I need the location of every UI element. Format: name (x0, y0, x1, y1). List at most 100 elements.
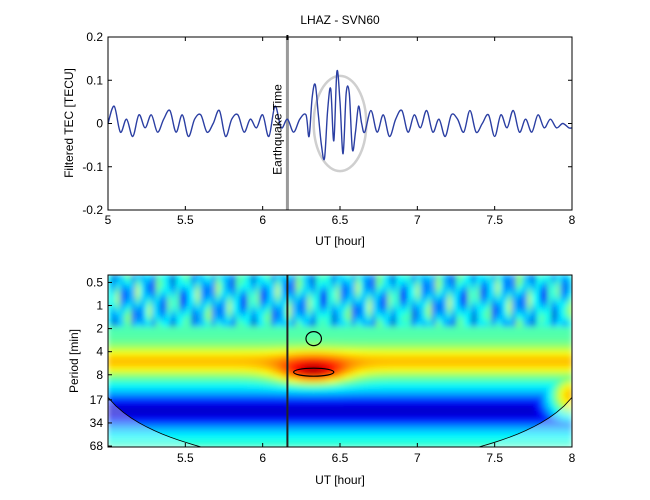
wavelet-cell (487, 358, 493, 364)
wavelet-cell (219, 418, 225, 424)
wavelet-cell (535, 306, 541, 312)
wavelet-cell (111, 350, 117, 356)
wavelet-cell (271, 430, 277, 436)
wavelet-cell (363, 434, 369, 440)
wavelet-cell (555, 366, 561, 372)
wavelet-cell (543, 338, 549, 344)
wavelet-cell (515, 374, 521, 380)
wavelet-cell (267, 342, 273, 348)
wavelet-cell (543, 398, 549, 404)
wavelet-cell (323, 410, 329, 416)
wavelet-cell (227, 426, 233, 432)
wavelet-cell (183, 354, 189, 360)
wavelet-cell (531, 398, 537, 404)
wavelet-cell (467, 314, 473, 320)
wavelet-cell (551, 322, 557, 328)
wavelet-cell (275, 370, 281, 376)
wavelet-cell (239, 326, 245, 332)
wavelet-cell (115, 278, 121, 284)
wavelet-cell (415, 298, 421, 304)
wavelet-cell (195, 430, 201, 436)
wavelet-cell (183, 275, 189, 280)
wavelet-cell (427, 282, 433, 288)
wavelet-cell (127, 410, 133, 416)
wavelet-cell (315, 386, 321, 392)
wavelet-cell (527, 402, 533, 408)
wavelet-cell (163, 294, 169, 300)
wavelet-cell (163, 306, 169, 312)
wavelet-cell (451, 306, 457, 312)
wavelet-cell (183, 334, 189, 340)
wavelet-cell (303, 278, 309, 284)
wavelet-cell (271, 318, 277, 324)
wavelet-cell (287, 310, 293, 316)
wavelet-cell (319, 402, 325, 408)
wavelet-cell (567, 426, 572, 432)
wavelet-cell (123, 402, 129, 408)
wavelet-cell (135, 334, 141, 340)
wavelet-cell (355, 378, 361, 384)
wavelet-cell (283, 366, 289, 372)
wavelet-cell (483, 346, 489, 352)
wavelet-cell (363, 410, 369, 416)
wavelet-cell (431, 294, 437, 300)
wavelet-cell (379, 390, 385, 396)
wavelet-cell (479, 430, 485, 436)
wavelet-cell (331, 275, 337, 280)
wavelet-cell (475, 322, 481, 328)
wavelet-cell (519, 354, 525, 360)
wavelet-cell (155, 390, 161, 396)
wavelet-cell (323, 358, 329, 364)
wavelet-cell (119, 298, 125, 304)
wavelet-cell (479, 346, 485, 352)
wavelet-cell (567, 318, 572, 324)
wavelet-cell (287, 282, 293, 288)
wavelet-cell (335, 382, 341, 388)
wavelet-cell (535, 438, 541, 444)
wavelet-cell (443, 434, 449, 440)
wavelet-cell (551, 390, 557, 396)
wavelet-cell (487, 350, 493, 356)
wavelet-cell (123, 314, 129, 320)
wavelet-cell (455, 290, 461, 296)
wavelet-cell (387, 282, 393, 288)
wavelet-cell (275, 414, 281, 420)
wavelet-cell (311, 370, 317, 376)
wavelet-cell (315, 326, 321, 332)
wavelet-cell (555, 338, 561, 344)
wavelet-cell (371, 298, 377, 304)
wavelet-cell (243, 338, 249, 344)
wavelet-cell (483, 426, 489, 432)
wavelet-cell (283, 318, 289, 324)
wavelet-cell (135, 406, 141, 412)
wavelet-cell (431, 378, 437, 384)
wavelet-cell (499, 402, 505, 408)
wavelet-cell (391, 402, 397, 408)
wavelet-cell (375, 378, 381, 384)
wavelet-cell (227, 294, 233, 300)
wavelet-cell (367, 366, 373, 372)
wavelet-cell (175, 378, 181, 384)
wavelet-cell (311, 366, 317, 372)
wavelet-cell (247, 342, 253, 348)
wavelet-cell (427, 422, 433, 428)
wavelet-cell (115, 302, 121, 308)
wavelet-cell (359, 426, 365, 432)
wavelet-cell (299, 354, 305, 360)
wavelet-cell (347, 430, 353, 436)
wavelet-cell (131, 354, 137, 360)
wavelet-cell (523, 358, 529, 364)
wavelet-cell (239, 350, 245, 356)
wavelet-cell (443, 358, 449, 364)
wavelet-cell (511, 290, 517, 296)
wavelet-cell (567, 330, 572, 336)
wavelet-cell (487, 410, 493, 416)
wavelet-cell (211, 326, 217, 332)
wavelet-cell (351, 322, 357, 328)
wavelet-cell (367, 418, 373, 424)
wavelet-cell (559, 358, 565, 364)
wavelet-cell (263, 346, 269, 352)
wavelet-cell (243, 410, 249, 416)
wavelet-cell (535, 370, 541, 376)
wavelet-cell (327, 430, 333, 436)
